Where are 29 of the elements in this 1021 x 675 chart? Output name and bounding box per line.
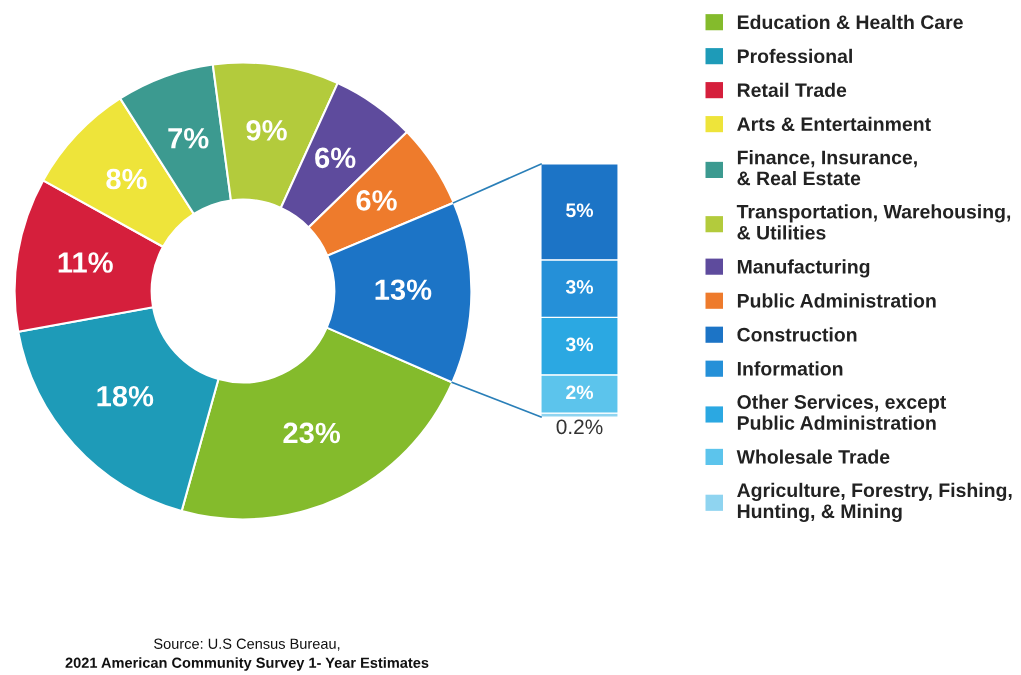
legend-label: Public Administration — [737, 293, 936, 308]
legend-label: Transportation, Warehousing, & Utilities — [736, 204, 1011, 240]
legend-label: Information — [737, 361, 843, 376]
data-label: 23% — [283, 422, 341, 444]
legend-label: Agriculture, Forestry, Fishing, Hunting, & Mining — [737, 482, 1012, 523]
legend-label: Arts & Entertainment — [737, 116, 931, 132]
legend-label: Wholesale Trade — [736, 449, 890, 464]
data-label: 8% — [106, 168, 147, 190]
legend-label: Retail Trade — [737, 82, 847, 98]
data-label: 9% — [246, 120, 287, 141]
legend-label: Manufacturing — [737, 259, 870, 278]
data-label: 18% — [97, 385, 154, 407]
data-label: 3% — [565, 337, 594, 352]
text: Construction — [737, 327, 857, 342]
data-label: 0.2% — [556, 419, 603, 435]
legend-label: Education & Health Care — [737, 14, 963, 30]
data-label: 6% — [356, 190, 397, 211]
legend-label: Other Services, except Public Administration — [737, 394, 947, 430]
data-label: 7% — [168, 128, 209, 149]
text: 2021 American Community Survey 1- Year Estimates — [65, 657, 429, 671]
source-note: Source: U.S Census Bureau, — [154, 638, 340, 651]
legend-label: Professional — [737, 48, 852, 64]
data-label: 11% — [58, 252, 113, 273]
data-label: 3% — [565, 280, 594, 294]
data-label: 2% — [566, 385, 594, 400]
data-label: 5% — [566, 203, 594, 218]
data-label: 6% — [315, 147, 356, 169]
data-label: 13% — [375, 279, 432, 301]
legend-label: Finance, Insurance, & Real Estate — [737, 150, 917, 186]
